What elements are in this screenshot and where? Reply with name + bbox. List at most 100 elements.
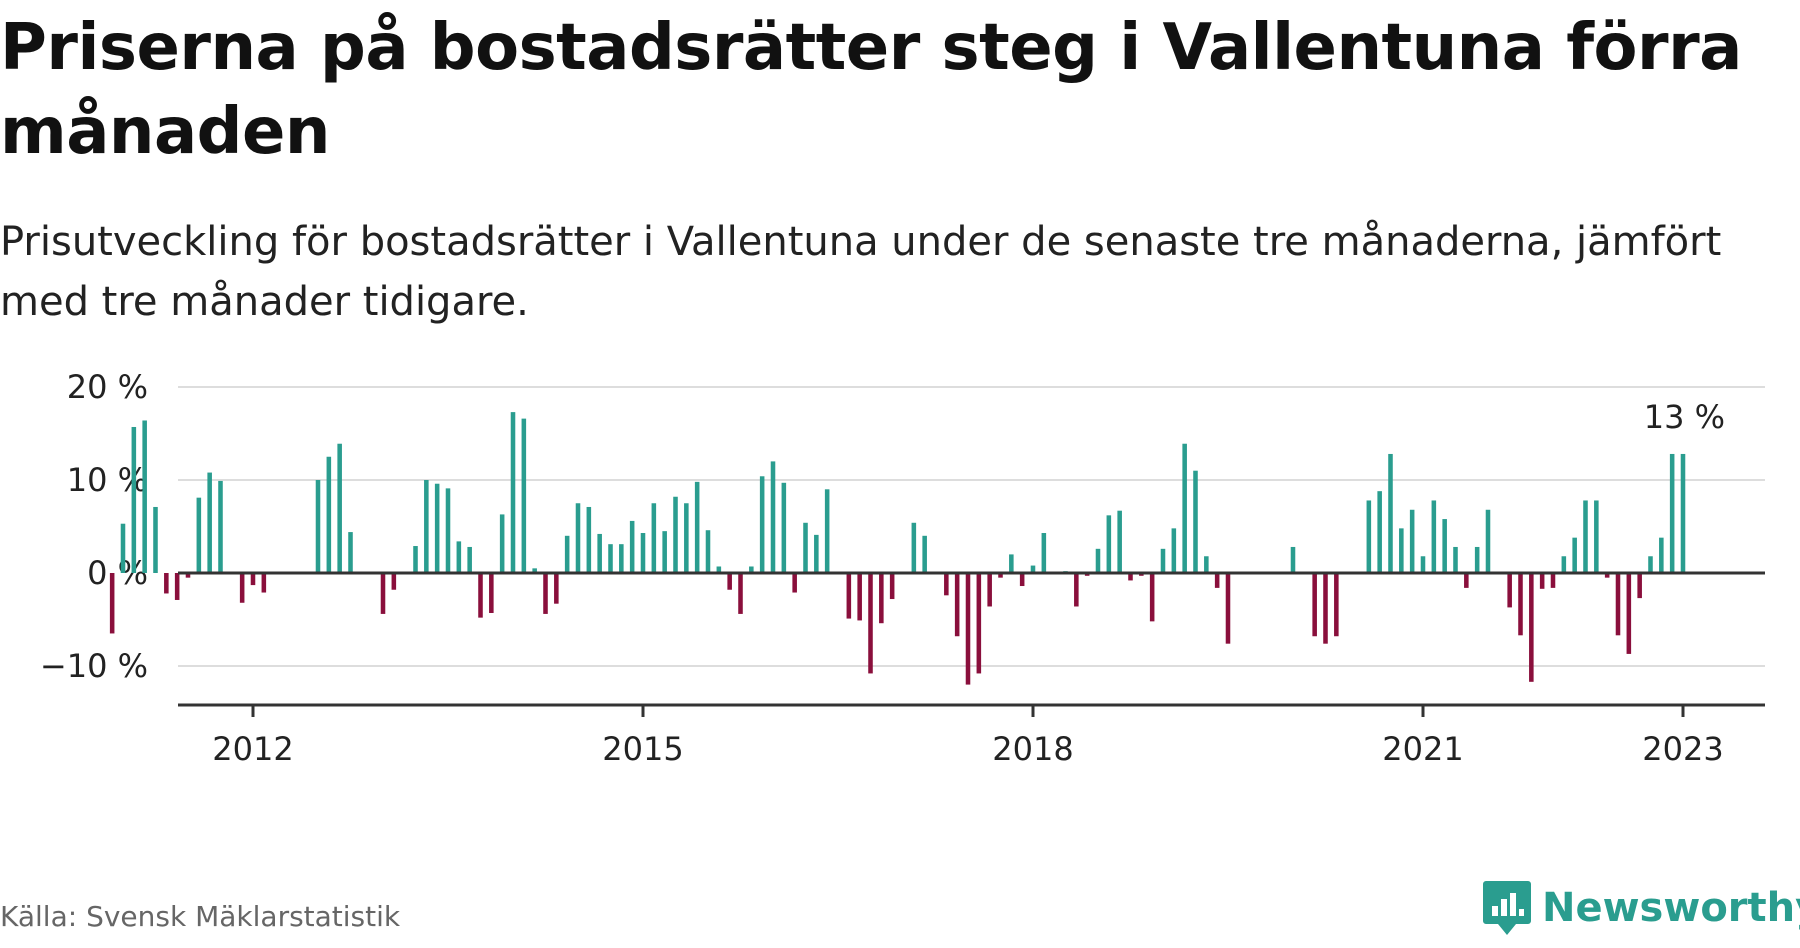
bar xyxy=(965,573,971,685)
bar xyxy=(1485,509,1491,573)
bar xyxy=(250,573,256,586)
bar xyxy=(662,531,667,573)
bar xyxy=(1594,500,1599,573)
bar xyxy=(1474,546,1480,573)
bar xyxy=(1539,573,1545,589)
bar xyxy=(434,483,440,573)
bar xyxy=(1019,573,1025,587)
bar xyxy=(1420,556,1426,573)
bar xyxy=(922,535,927,573)
bar xyxy=(857,573,862,621)
bar xyxy=(196,497,202,573)
bars xyxy=(109,412,1686,685)
bar xyxy=(1171,528,1177,573)
bar xyxy=(803,522,808,573)
bar xyxy=(781,482,787,573)
chart-subtitle: Prisutveckling för bostadsrätter i Valle… xyxy=(0,219,1722,325)
bar xyxy=(987,573,992,607)
bar xyxy=(1464,573,1469,588)
bar xyxy=(727,573,732,590)
bar xyxy=(554,573,559,604)
bar xyxy=(1041,533,1047,573)
x-axis-labels: 2012 2015 2018 2021 2023 xyxy=(212,705,1724,768)
bar xyxy=(456,541,462,573)
y-tick-label: −10 % xyxy=(40,647,148,685)
bar xyxy=(142,420,147,573)
bar xyxy=(868,573,873,674)
bar xyxy=(716,566,722,573)
bar xyxy=(1334,573,1339,637)
bar xyxy=(1431,500,1437,573)
bar xyxy=(1550,573,1556,588)
x-tick-label: 2015 xyxy=(602,730,683,768)
bar xyxy=(770,461,776,573)
bar xyxy=(1214,573,1220,588)
bar xyxy=(131,426,137,573)
bar xyxy=(1377,491,1382,573)
x-tick-label: 2012 xyxy=(212,730,293,768)
bar xyxy=(532,568,537,573)
bar xyxy=(629,520,635,573)
chart-title: Priserna på bostadsrätter steg i Vallent… xyxy=(0,11,1742,169)
bar xyxy=(684,503,689,573)
bar xyxy=(521,418,527,573)
bar xyxy=(218,480,223,573)
bar xyxy=(673,496,678,573)
bar xyxy=(1669,453,1675,573)
bar xyxy=(640,533,646,573)
bar xyxy=(1626,573,1632,654)
bar xyxy=(1680,453,1686,573)
bar xyxy=(814,534,819,573)
bar xyxy=(759,476,765,573)
bar xyxy=(564,535,570,573)
bar xyxy=(239,573,245,603)
bar xyxy=(1182,443,1187,573)
y-tick-label: 20 % xyxy=(67,368,148,406)
bar xyxy=(1572,537,1577,573)
x-tick-label: 2023 xyxy=(1642,730,1723,768)
bar xyxy=(792,573,797,593)
bar xyxy=(705,530,711,573)
bar xyxy=(445,488,451,573)
bar xyxy=(889,573,895,600)
bar xyxy=(738,573,743,614)
bar xyxy=(207,472,212,573)
bar xyxy=(1160,548,1166,573)
bar xyxy=(944,573,949,596)
gridlines xyxy=(178,386,1765,667)
bar xyxy=(1659,537,1664,573)
newsworthy-logo-icon xyxy=(1483,881,1531,935)
bar xyxy=(315,480,321,573)
bar xyxy=(1128,573,1133,581)
bar xyxy=(467,546,472,573)
bar xyxy=(954,573,960,637)
bar xyxy=(1323,573,1328,644)
bar xyxy=(1095,548,1101,573)
bar xyxy=(543,573,548,614)
bar xyxy=(1225,573,1231,644)
bar xyxy=(998,573,1003,578)
bar xyxy=(1030,565,1036,573)
bar xyxy=(478,573,483,618)
bar xyxy=(109,573,115,634)
bar xyxy=(879,573,884,624)
bar xyxy=(164,573,169,594)
source-note: Källa: Svensk Mäklarstatistik xyxy=(0,900,401,933)
bar xyxy=(575,503,581,573)
x-tick-label: 2021 xyxy=(1382,730,1463,768)
bar xyxy=(1312,573,1317,637)
bar xyxy=(380,573,386,614)
bar xyxy=(391,573,397,590)
bar xyxy=(1009,554,1014,573)
bar xyxy=(846,573,852,619)
bar xyxy=(1366,500,1372,573)
bar xyxy=(1583,500,1588,573)
bar xyxy=(1561,556,1567,573)
bar xyxy=(1518,573,1523,636)
brand-logo: Newsworthy xyxy=(1482,878,1800,938)
bar xyxy=(694,481,700,573)
bar xyxy=(424,480,429,573)
bar xyxy=(1106,515,1112,573)
bar xyxy=(608,544,613,573)
